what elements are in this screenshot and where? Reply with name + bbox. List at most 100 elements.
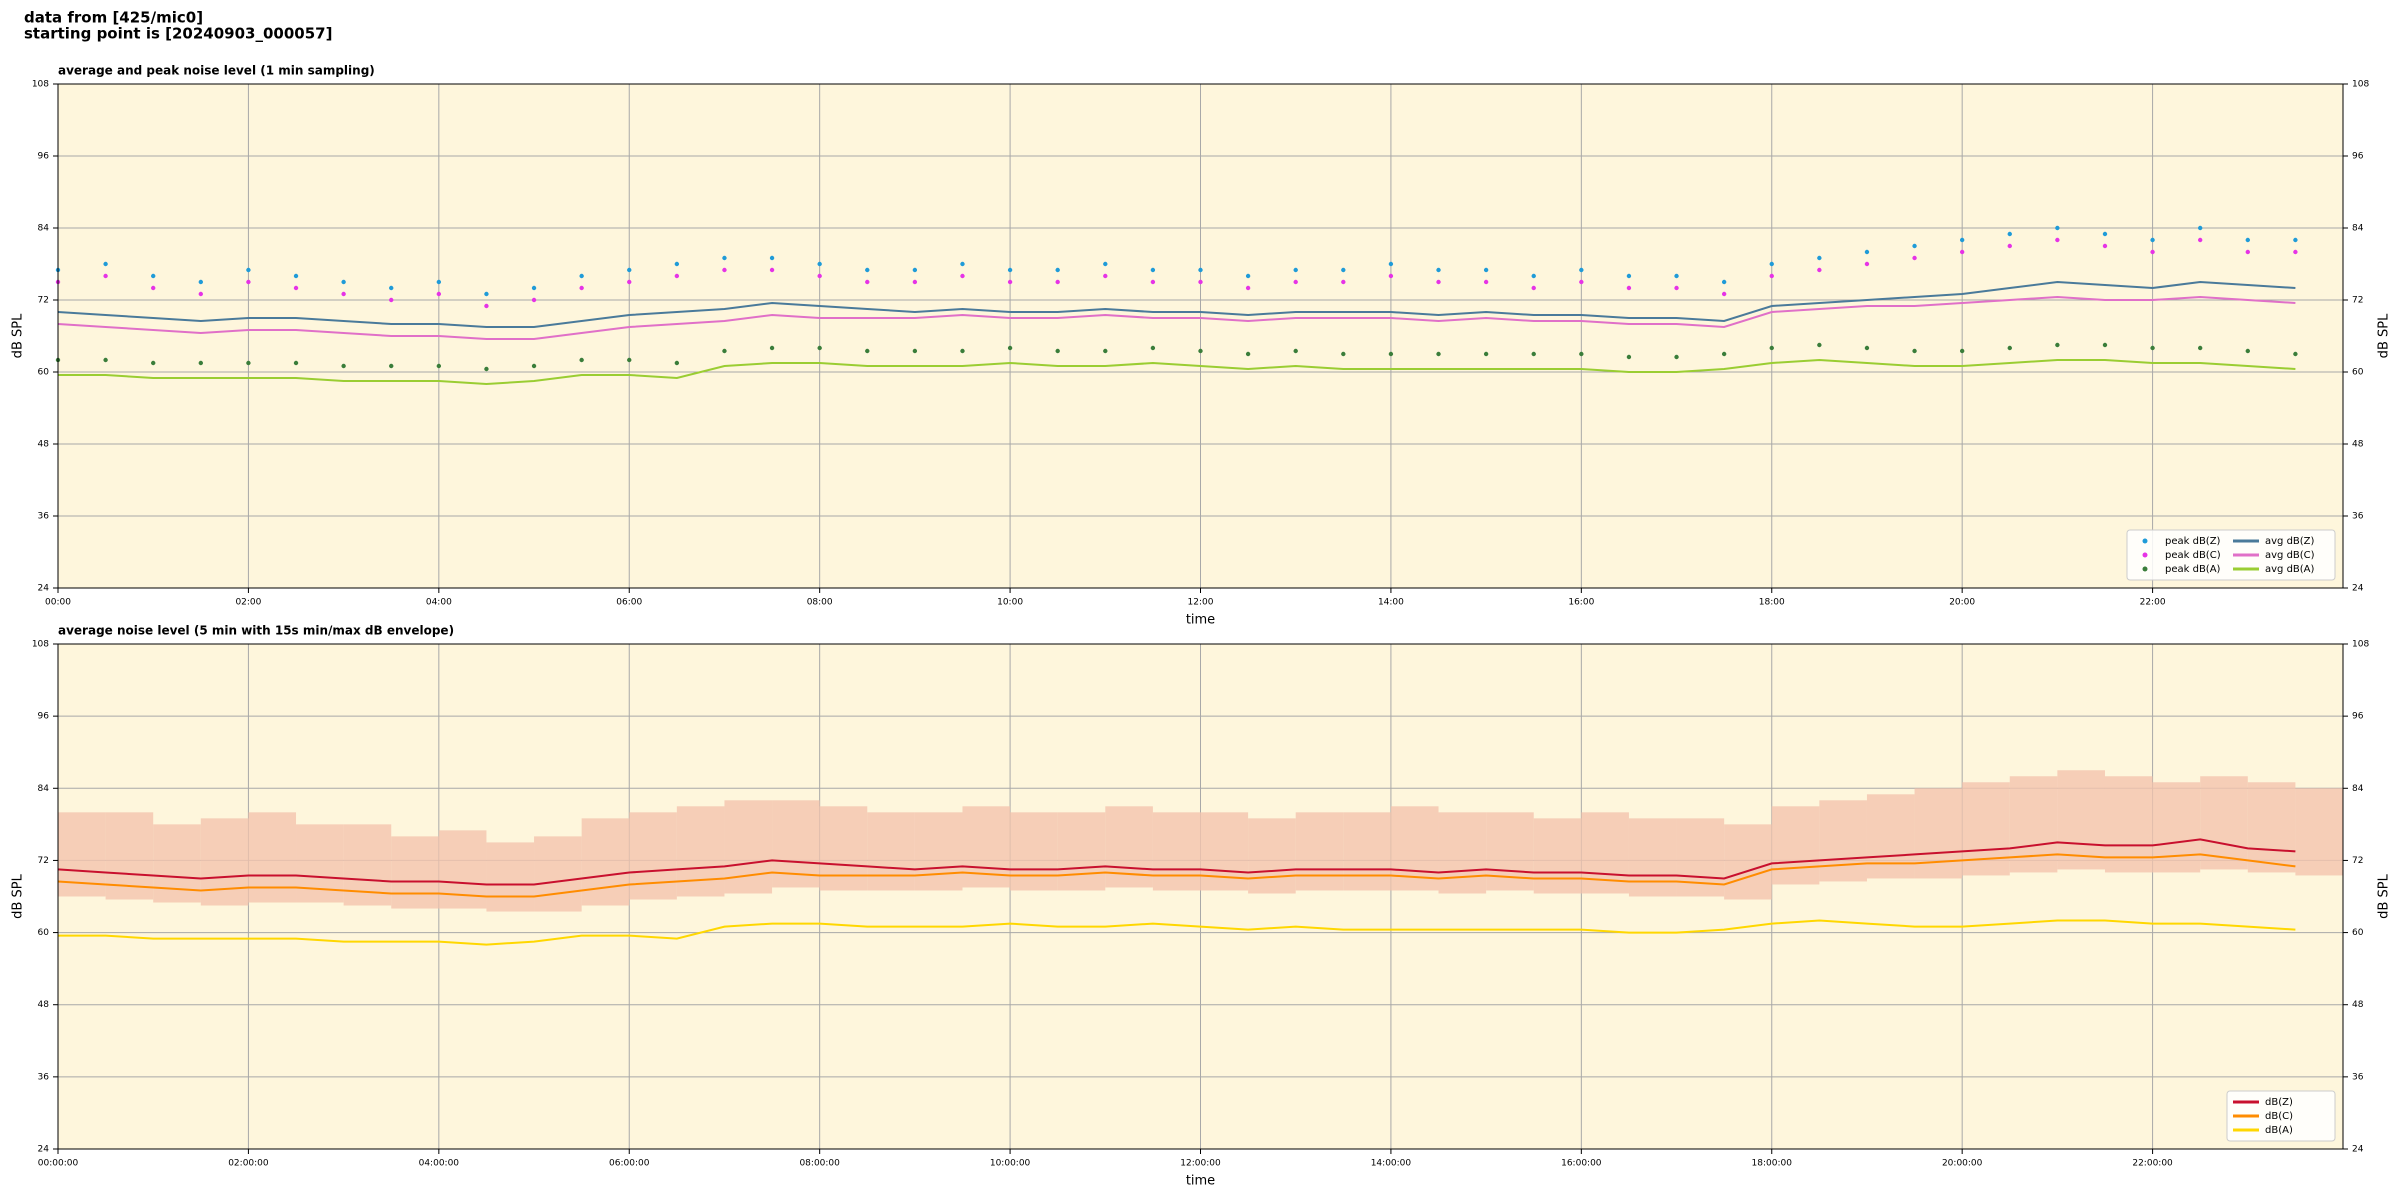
peak-dot bbox=[1388, 351, 1394, 357]
plot-frame bbox=[57, 643, 2344, 1150]
x-tick-label: 12:00:00 bbox=[1180, 1159, 1221, 1169]
legend-label: peak dB(C) bbox=[2165, 550, 2221, 561]
x-axis-label: time bbox=[1186, 1174, 1215, 1189]
peak-dot bbox=[1293, 279, 1298, 285]
x-tick-label: 06:00:00 bbox=[609, 1159, 650, 1169]
peak-dot bbox=[1721, 279, 1727, 285]
legend-marker bbox=[2142, 566, 2148, 572]
envelope bbox=[534, 836, 582, 912]
peak-dot bbox=[531, 285, 537, 291]
legend-label: avg dB(Z) bbox=[2265, 536, 2315, 547]
y-tick-label: 48 bbox=[38, 1000, 50, 1010]
peak-dot bbox=[769, 345, 775, 351]
envelope bbox=[1724, 824, 1772, 900]
peak-dot bbox=[198, 291, 204, 297]
peak-dot bbox=[674, 360, 680, 366]
envelope bbox=[724, 800, 773, 894]
series-line bbox=[57, 280, 2296, 328]
envelope bbox=[2247, 782, 2296, 873]
peak-dot bbox=[1579, 267, 1584, 273]
envelope bbox=[2295, 788, 2343, 876]
peak-dot bbox=[1769, 345, 1774, 351]
peak-dot bbox=[389, 363, 394, 369]
x-tick-label: 22:00:00 bbox=[2132, 1159, 2173, 1169]
peak-dot bbox=[1103, 348, 1108, 354]
peak-dot bbox=[817, 261, 822, 267]
peak-dot bbox=[1483, 351, 1489, 357]
peak-dot bbox=[1055, 348, 1060, 354]
peak-dot bbox=[2007, 345, 2012, 351]
peak-dot bbox=[246, 279, 251, 285]
peak-dot bbox=[2102, 342, 2108, 348]
peak-dot bbox=[912, 279, 918, 285]
peak-dot bbox=[1245, 285, 1251, 291]
y2-tick-label: 36 bbox=[2352, 1072, 2364, 1082]
legend-label: peak dB(Z) bbox=[2165, 536, 2221, 547]
peak-dot bbox=[1769, 273, 1774, 279]
legend-marker bbox=[2142, 538, 2148, 544]
y-tick-label: 48 bbox=[38, 440, 50, 450]
peak-dot bbox=[1483, 279, 1489, 285]
peak-dot bbox=[293, 285, 299, 291]
peak-dot bbox=[1341, 279, 1346, 285]
peak-dot bbox=[1055, 267, 1060, 273]
peak-dot bbox=[1864, 345, 1870, 351]
peak-dot bbox=[960, 273, 965, 279]
series-line bbox=[57, 295, 2296, 340]
x-tick-label: 02:00:00 bbox=[228, 1159, 269, 1169]
envelope bbox=[2009, 776, 2058, 873]
peak-dot bbox=[2150, 345, 2155, 351]
peak-dot bbox=[579, 285, 584, 291]
peak-dot bbox=[2055, 237, 2060, 243]
x-tick-label: 20:00:00 bbox=[1942, 1159, 1983, 1169]
peak-dot bbox=[1055, 279, 1060, 285]
x-tick-label: 18:00 bbox=[1759, 598, 1785, 608]
y2-tick-label: 96 bbox=[2352, 712, 2364, 722]
chart-title: average noise level (5 min with 15s min/… bbox=[58, 624, 454, 638]
peak-dot bbox=[103, 357, 108, 363]
y-tick-label: 60 bbox=[38, 928, 50, 938]
peak-dot bbox=[722, 348, 727, 354]
y2-tick-label: 108 bbox=[2352, 640, 2369, 650]
y2-tick-label: 48 bbox=[2352, 1000, 2364, 1010]
legend-label: dB(A) bbox=[2265, 1125, 2293, 1136]
peak-dot bbox=[1245, 351, 1251, 357]
peak-dot bbox=[1103, 273, 1108, 279]
peak-dot bbox=[627, 267, 632, 273]
y2-tick-label: 48 bbox=[2352, 440, 2364, 450]
peak-dot bbox=[1959, 249, 1965, 255]
series-line bbox=[58, 358, 2296, 386]
peak-dot bbox=[960, 261, 965, 267]
x-tick-label: 12:00 bbox=[1188, 598, 1214, 608]
envelope bbox=[581, 818, 630, 906]
peak-dot bbox=[103, 261, 108, 267]
y-axis-label: dB SPL bbox=[11, 873, 26, 918]
chart-title: average and peak noise level (1 min samp… bbox=[58, 64, 375, 78]
y2-tick-label: 108 bbox=[2352, 80, 2369, 90]
peak-dot bbox=[1769, 261, 1774, 267]
x-tick-label: 16:00 bbox=[1568, 598, 1594, 608]
x-tick-label: 08:00 bbox=[807, 598, 833, 608]
peak-dot bbox=[103, 273, 108, 279]
peak-dot bbox=[1674, 273, 1679, 279]
x-tick-label: 10:00 bbox=[997, 598, 1023, 608]
peak-dot bbox=[436, 279, 442, 285]
peak-dot bbox=[389, 297, 394, 303]
x-tick-label: 04:00 bbox=[426, 598, 452, 608]
peak-dot bbox=[1293, 348, 1298, 354]
peak-dot bbox=[865, 348, 870, 354]
series-line bbox=[57, 853, 2296, 898]
y2-tick-label: 84 bbox=[2352, 784, 2364, 794]
peak-dot bbox=[960, 348, 965, 354]
peak-dot bbox=[1817, 255, 1822, 261]
peak-dot bbox=[912, 348, 918, 354]
peak-dot bbox=[579, 273, 584, 279]
peak-dot bbox=[2293, 351, 2298, 357]
peak-dot bbox=[1007, 267, 1013, 273]
peak-dot bbox=[1531, 273, 1536, 279]
legend-label: dB(C) bbox=[2265, 1111, 2293, 1122]
peak-dot bbox=[1436, 279, 1441, 285]
y-tick-label: 24 bbox=[38, 584, 50, 594]
plot-frame bbox=[57, 83, 2344, 589]
